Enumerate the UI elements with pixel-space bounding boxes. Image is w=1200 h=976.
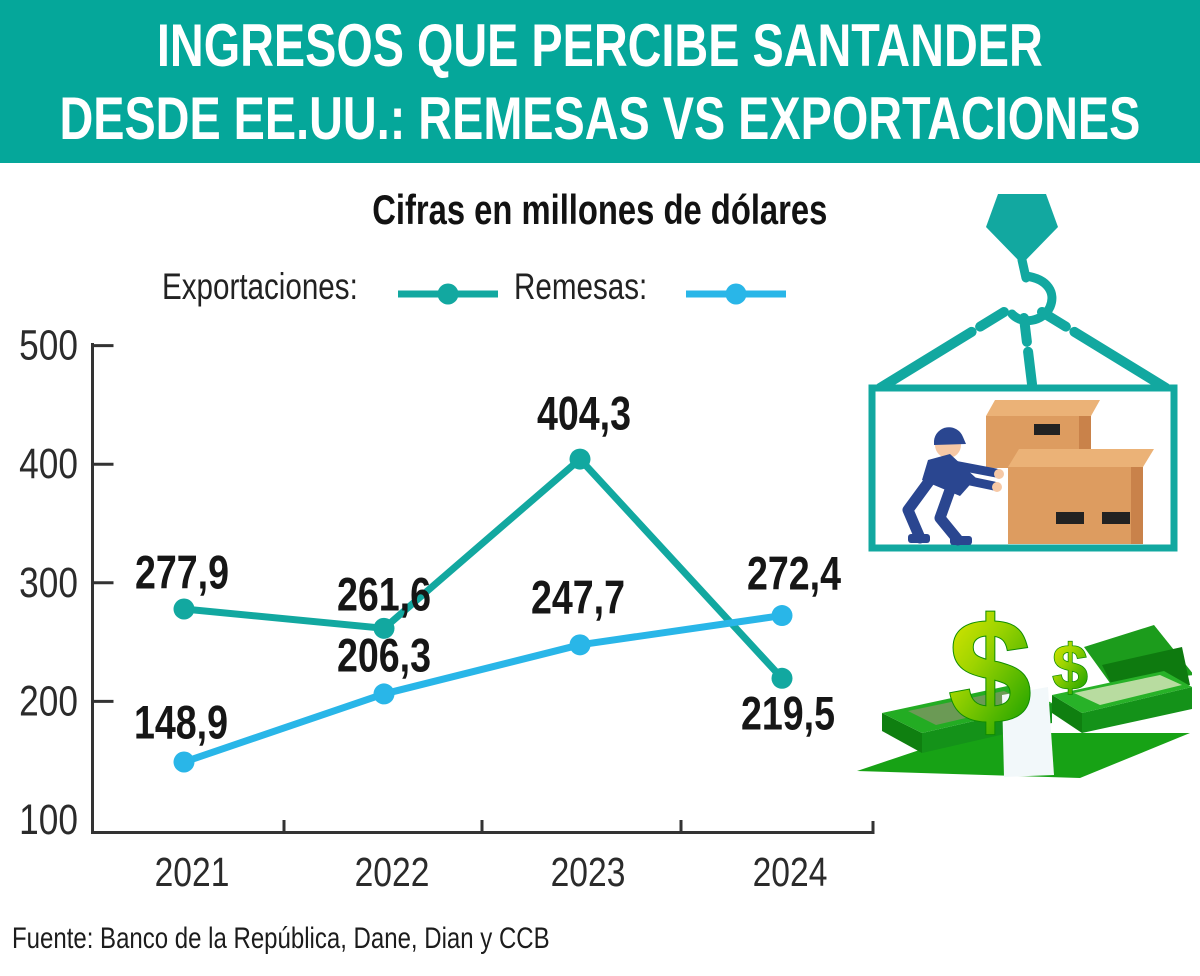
box-label [1034,424,1060,435]
series-line-exportaciones [180,455,786,682]
box-front [1008,467,1143,544]
dollar-sign-large-icon: $ [948,587,1031,755]
worker-hand [994,469,1004,479]
data-point-exportaciones [569,448,591,470]
stack-side [882,713,922,753]
legend-dot-exportaciones [437,283,459,305]
remesas-illustration: $ $ [852,585,1194,785]
dollar-sign-small-icon: $ [1052,631,1088,703]
y-tick-label: 200 [19,677,78,725]
worker-arm-lower [946,472,999,491]
y-tick-label: 400 [19,440,78,488]
legend-label-remesas: Remesas: [514,266,648,307]
source-note-text: Fuente: Banco de la República, Dane, Dia… [12,922,550,955]
money-illustration-icon: $ $ [857,586,1194,778]
worker-leg-front [934,484,964,546]
banner-title-line-2-text: DESDE EE.UU.: REMESAS VS EXPORTACIONES [59,84,1141,152]
banner-title-line-1-text: INGRESOS QUE PERCIBE SANTANDER [157,11,1043,79]
box-front-flap [1008,449,1154,467]
data-point-remesas [771,605,793,627]
cable-left-icon [875,307,1009,393]
cable-right-icon [1037,307,1171,393]
series-line-remesas [180,612,786,766]
box-label [1102,512,1130,524]
worker-leg-back [902,474,936,544]
crane-block-icon [986,194,1058,264]
legend-swatch-exportaciones-icon [398,283,498,305]
data-point-remesas [173,751,195,773]
cardboard-boxes-icon [986,400,1154,544]
worker-hand [992,482,1002,492]
data-point-exportaciones [373,617,395,639]
data-point-remesas [373,683,395,705]
worker-shoe [950,536,972,545]
banner-title-line-2: DESDE EE.UU.: REMESAS VS EXPORTACIONES [0,82,1200,155]
x-tick-label: 2023 [551,849,626,895]
bill-inner [908,691,1030,725]
data-point-exportaciones [173,598,195,620]
y-tick-label: 100 [19,796,78,844]
banner-title-line-1: INGRESOS QUE PERCIBE SANTANDER [32,9,1168,82]
x-tick-label: 2024 [753,849,828,895]
worker-cap [934,427,966,445]
legend-item-remesas: Remesas: [514,266,681,308]
data-point-exportaciones [771,667,793,689]
y-tick-label: 300 [19,559,78,607]
cable-center-icon [1019,313,1037,389]
crane-hook-illustration-icon [868,194,1178,552]
chart-subtitle: Cifras en millones de dólares [0,186,1200,234]
source-note: Fuente: Banco de la República, Dane, Dia… [12,922,684,956]
stack-side [1082,687,1192,733]
x-tick-label: 2022 [355,849,430,895]
box-label [1056,512,1084,524]
header-banner: INGRESOS QUE PERCIBE SANTANDER DESDE EE.… [0,0,1200,163]
worker-icon [902,427,1004,546]
legend-label-exportaciones: Exportaciones: [162,266,358,307]
data-point-remesas [569,634,591,656]
worker-arm-upper [949,460,1001,478]
x-tick-label: 2021 [155,849,230,895]
export-illustration [858,172,1188,567]
chart-legend: Exportaciones: Remesas: [0,266,900,322]
box-top-flap [986,400,1100,416]
box-front-shade [1131,467,1143,544]
chart-subtitle-text: Cifras en millones de dólares [372,186,828,233]
y-tick-label: 500 [19,321,78,369]
legend-item-exportaciones: Exportaciones: [162,266,407,308]
legend-dot-remesas [725,283,747,305]
legend-swatch-remesas-icon [686,283,786,305]
gap-strip [1002,687,1054,777]
stack-side [1052,695,1082,733]
bill-stack-right [1052,671,1192,733]
bill-inner [1074,675,1182,705]
worker-shoe [908,534,930,543]
